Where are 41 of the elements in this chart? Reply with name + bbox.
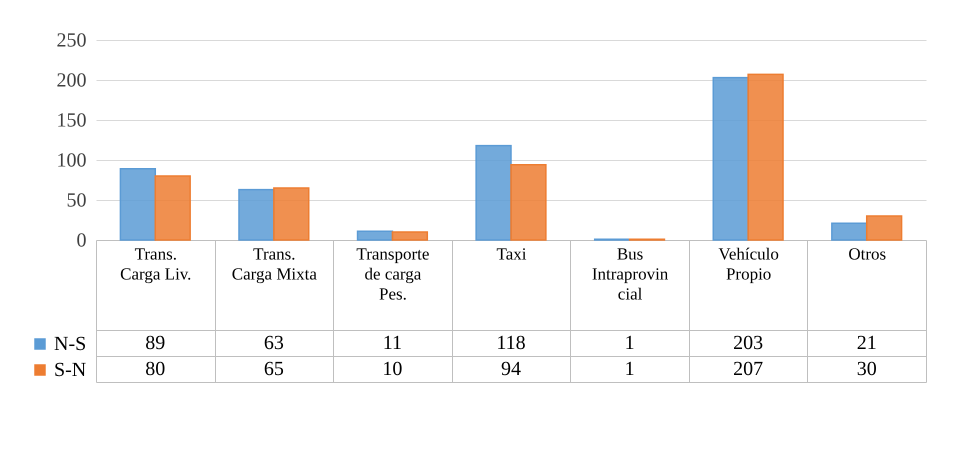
data-label: 89 xyxy=(145,332,166,354)
data-label: 207 xyxy=(733,358,764,380)
y-tick-label: 150 xyxy=(56,110,86,132)
bar xyxy=(475,144,512,241)
data-label: 203 xyxy=(733,332,764,354)
legend-label: S-N xyxy=(54,359,86,381)
data-label: 118 xyxy=(496,332,526,354)
data-label: 1 xyxy=(624,332,635,354)
bar xyxy=(831,222,868,241)
data-label: 30 xyxy=(856,358,877,380)
x-tick-label: Trans. Carga Mixta xyxy=(232,244,318,284)
data-label: 65 xyxy=(264,358,284,380)
bar xyxy=(392,231,428,241)
legend-label: N-S xyxy=(54,333,86,355)
bar xyxy=(356,230,394,241)
data-label: 10 xyxy=(382,358,402,380)
y-tick-label: 0 xyxy=(76,230,86,252)
bar xyxy=(866,215,902,241)
x-tick-label: Taxi xyxy=(496,244,527,264)
y-tick-label: 50 xyxy=(66,190,86,212)
x-tick-label: Transporte de carga Pes. xyxy=(356,244,430,304)
bar xyxy=(747,74,784,241)
bar xyxy=(120,168,156,241)
data-label: 80 xyxy=(145,358,166,380)
data-label: 21 xyxy=(856,332,877,354)
bar xyxy=(273,187,310,241)
x-tick-label: Trans. Carga Liv. xyxy=(120,244,192,284)
data-label: 1 xyxy=(624,358,635,380)
x-tick-label: Vehículo Propio xyxy=(718,244,779,284)
y-tick-label: 250 xyxy=(56,30,86,52)
bar xyxy=(712,76,749,241)
x-tick-label: Otros xyxy=(848,244,886,264)
data-label: 11 xyxy=(382,332,402,354)
y-tick-label: 200 xyxy=(56,70,86,92)
data-label: 63 xyxy=(264,332,284,354)
data-label: 94 xyxy=(501,358,521,380)
bar xyxy=(510,164,547,241)
x-tick-label: Bus Intraprovincial xyxy=(592,244,669,304)
y-tick-label: 100 xyxy=(56,150,86,172)
bar xyxy=(238,188,275,241)
bar xyxy=(154,175,191,241)
